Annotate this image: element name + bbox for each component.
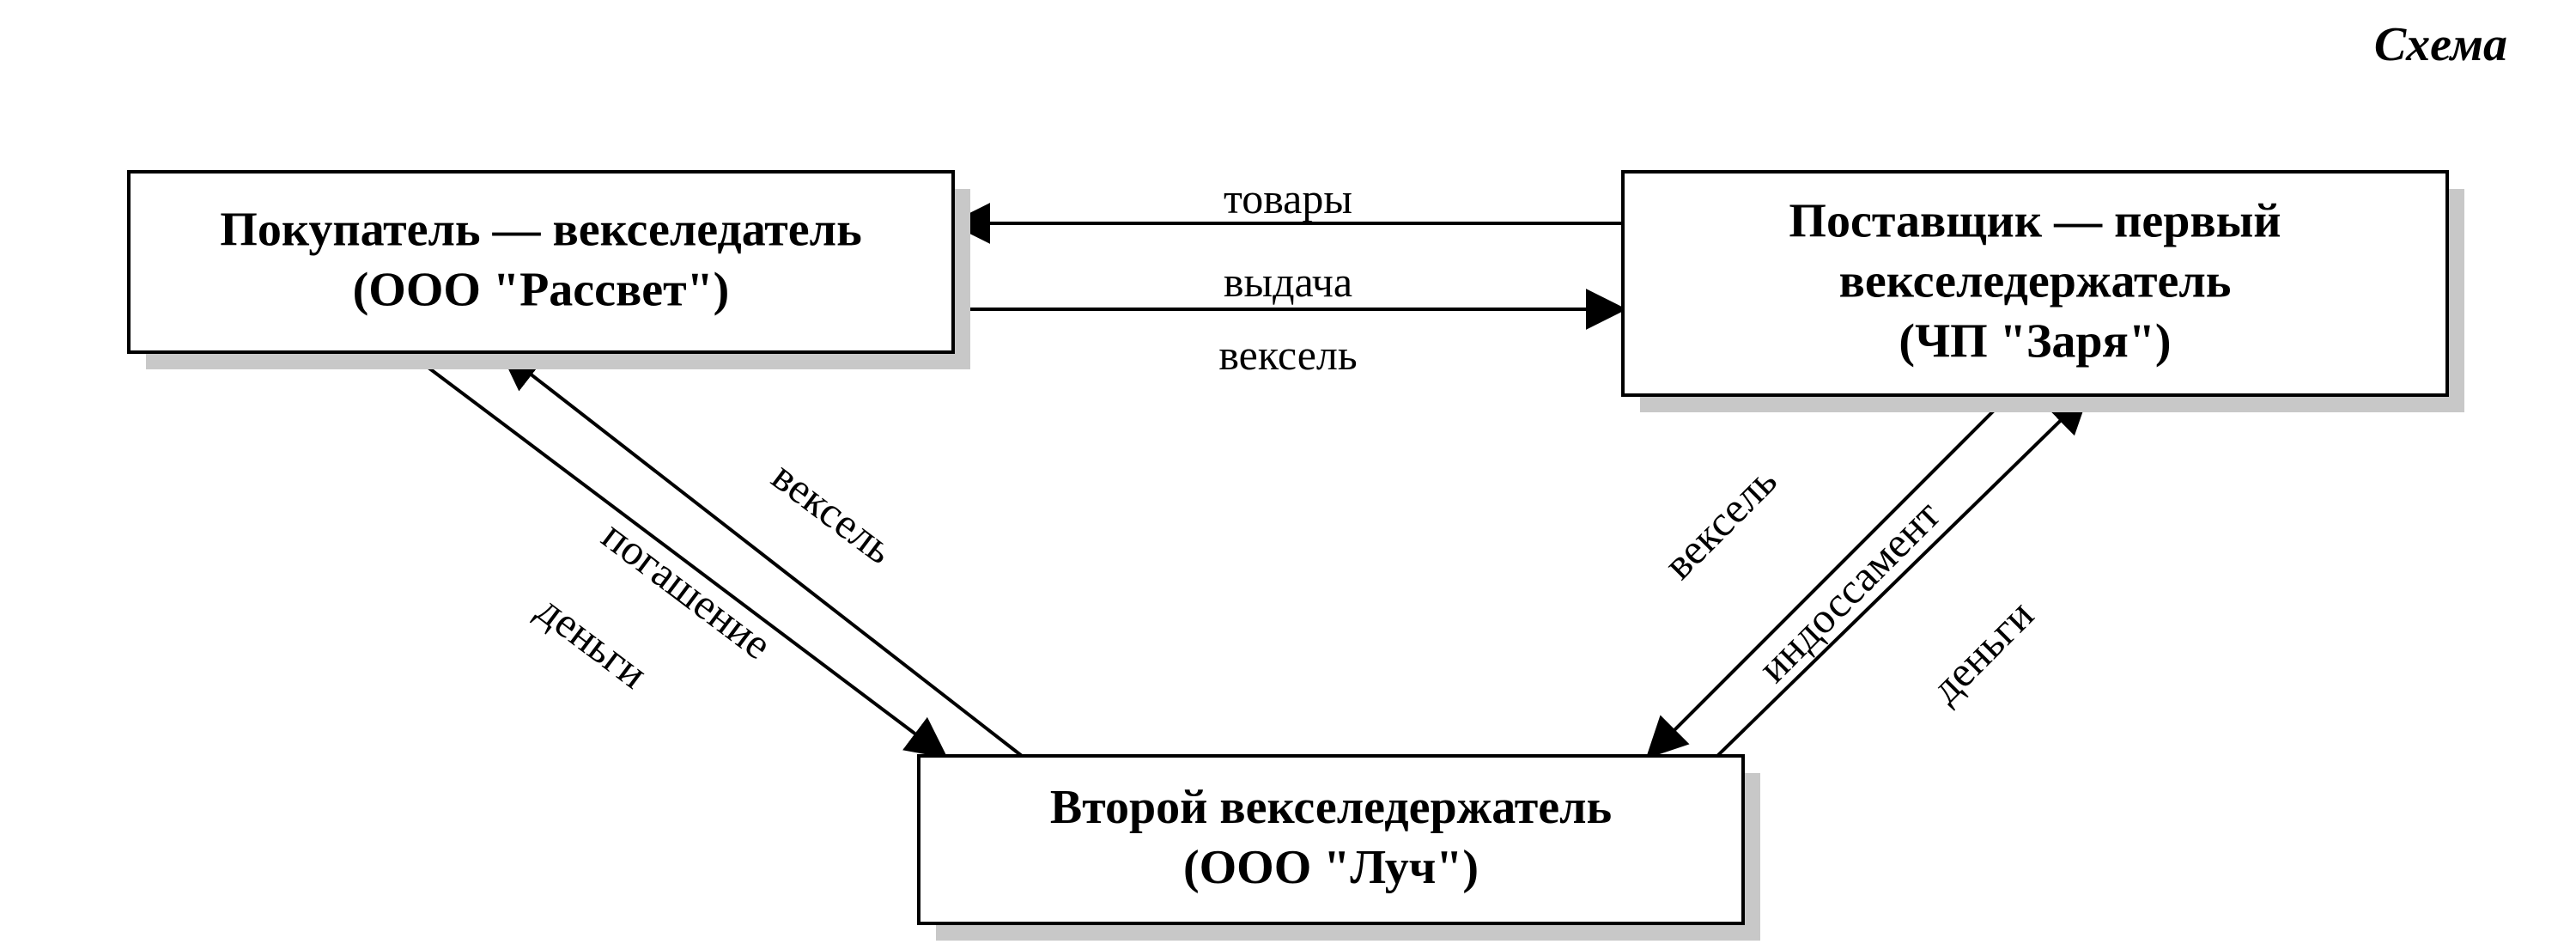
edge-label-e-left-outer: деньги	[529, 585, 657, 698]
edge-e-right-outer	[1717, 395, 2087, 756]
node-second: Второй векселедержатель (ООО "Луч")	[919, 756, 1760, 941]
edge-label-e-right-outer: деньги	[1921, 590, 2043, 712]
node-second-label-1: (ООО "Луч")	[1183, 841, 1479, 894]
node-buyer: Покупатель — векселедатель (ООО "Рассвет"…	[129, 172, 970, 369]
node-buyer-label-0: Покупатель — векселедатель	[220, 203, 861, 256]
edge-label-e-issue: выдача	[1224, 258, 1352, 306]
node-supplier-label-2: (ЧП "Заря")	[1899, 314, 2171, 368]
diagram-canvas: Схема Покупатель — векселедатель (ООО "Ра…	[0, 0, 2576, 944]
edge-label-e-bill-top: вексель	[1218, 331, 1357, 379]
edge-label-e-goods: товары	[1224, 174, 1352, 222]
edge-label-e-left-inner: вексель	[763, 452, 903, 574]
edge-label-e-right-inner-txt2: индоссамент	[1748, 490, 1949, 691]
node-supplier: Поставщик — первый векселедержатель (ЧП "З…	[1623, 172, 2464, 412]
node-buyer-label-1: (ООО "Рассвет")	[353, 263, 730, 316]
node-second-label-0: Второй векселедержатель	[1050, 781, 1612, 834]
diagram-title: Схема	[2374, 18, 2507, 71]
edge-e-left-inner	[502, 352, 1022, 756]
node-supplier-label-1: векселедержатель	[1839, 254, 2232, 308]
edge-label-e-right-inner: вексель	[1654, 456, 1786, 588]
node-supplier-label-0: Поставщик — первый	[1789, 194, 2281, 247]
